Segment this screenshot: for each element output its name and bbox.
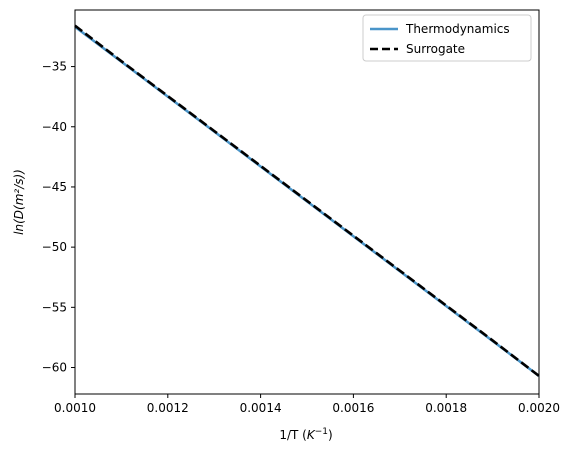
y-tick-label: −50 [42, 240, 67, 254]
ticks-group: 0.0010 0.0012 0.0014 0.0016 0.0018 0.0020 −35 −… [42, 60, 560, 415]
y-tick-label: −60 [42, 361, 67, 375]
legend: Thermodynamics Surrogate [362, 14, 532, 62]
legend-box [362, 14, 532, 62]
x-tick-label: 0.0014 [240, 401, 282, 415]
x-tick-label: 0.0016 [332, 401, 374, 415]
x-axis-label: 1/T (K−1) [279, 427, 332, 442]
axes-frame [74, 9, 540, 395]
x-tick-label: 0.0010 [54, 401, 96, 415]
y-axis-label: ln(D(m²/s)) [12, 169, 26, 235]
axes [74, 9, 540, 395]
x-tick-label: 0.0020 [518, 401, 560, 415]
legend-label-thermodynamics: Thermodynamics [405, 22, 510, 36]
x-tick-label: 0.0012 [147, 401, 189, 415]
series-line-surrogate [74, 24, 540, 377]
x-tick-label: 0.0018 [425, 401, 467, 415]
y-tick-label: −35 [42, 60, 67, 74]
y-tick-label: −45 [42, 180, 67, 194]
y-tick-label: −40 [42, 120, 67, 134]
legend-label-surrogate: Surrogate [406, 42, 465, 56]
y-tick-label: −55 [42, 300, 67, 314]
series-group [74, 24, 540, 377]
